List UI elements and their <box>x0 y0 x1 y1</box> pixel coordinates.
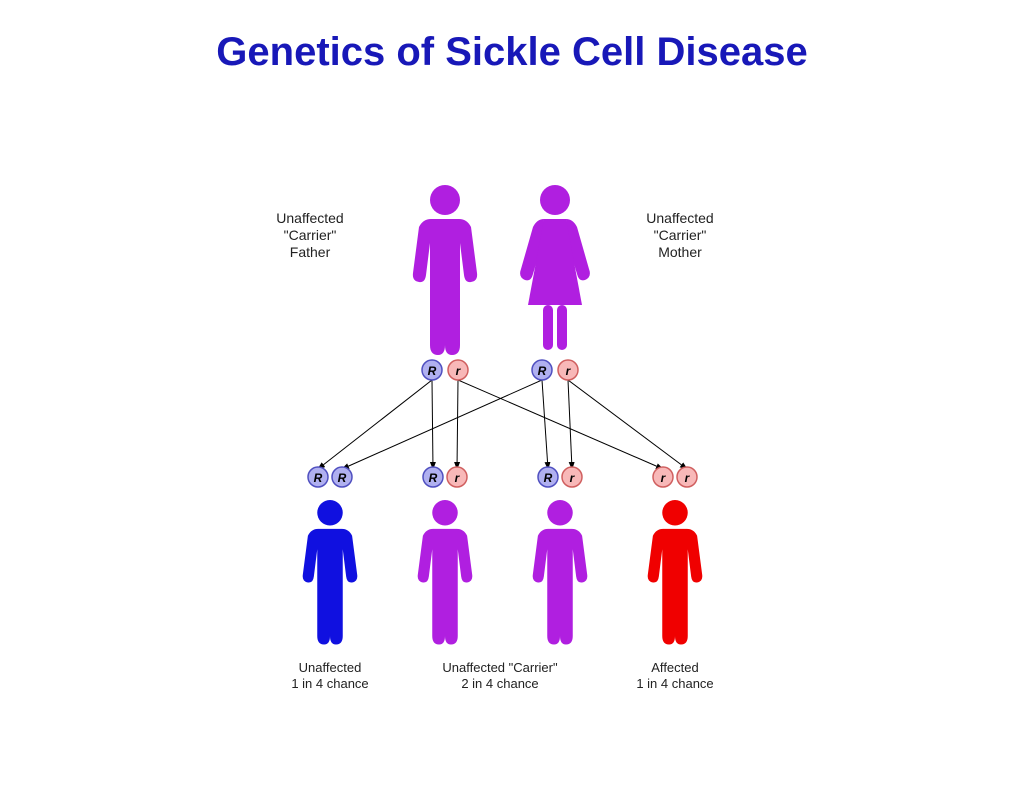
child4-label: Affected 1 in 4 chance <box>610 660 740 691</box>
child23-label: Unaffected "Carrier" 2 in 4 chance <box>400 660 600 691</box>
svg-text:R: R <box>538 364 547 378</box>
svg-text:R: R <box>314 471 323 485</box>
svg-text:R: R <box>428 364 437 378</box>
child1-label: Unaffected 1 in 4 chance <box>260 660 400 691</box>
mother-label: Unaffected "Carrier" Mother <box>620 210 740 260</box>
father-label: Unaffected "Carrier" Father <box>250 210 370 260</box>
svg-text:R: R <box>338 471 347 485</box>
svg-text:R: R <box>544 471 553 485</box>
svg-text:R: R <box>429 471 438 485</box>
